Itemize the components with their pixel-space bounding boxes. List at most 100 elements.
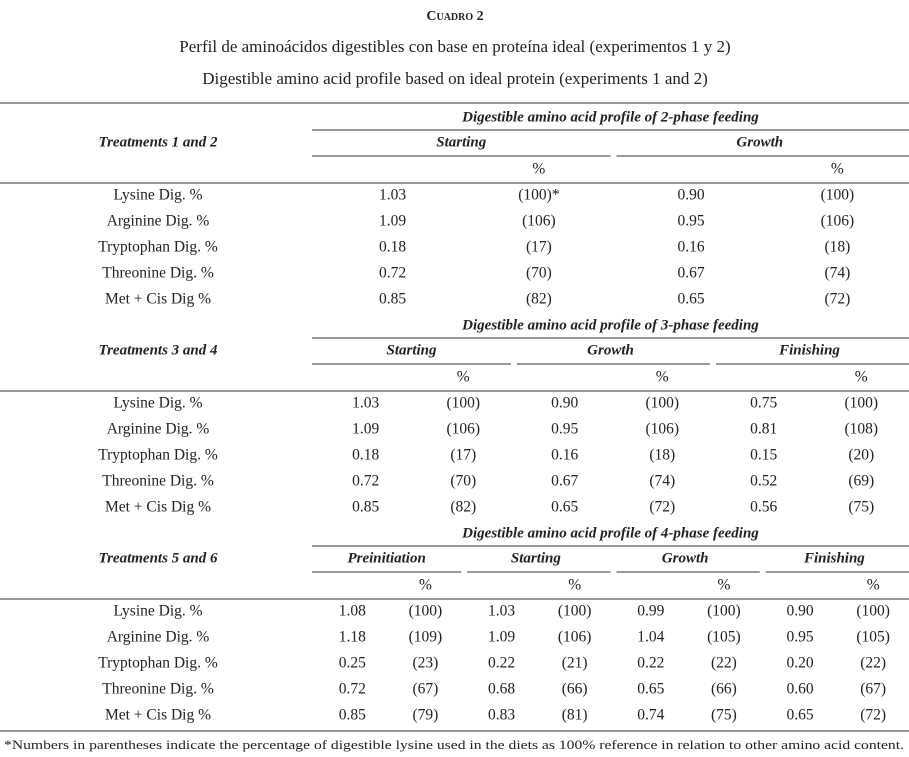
cell: (67) [413, 681, 439, 698]
cell: 0.90 [551, 395, 578, 412]
treatments-label: Treatments 5 and 6 [98, 550, 218, 566]
cell: 0.74 [637, 707, 664, 724]
cell: 1.03 [488, 603, 515, 620]
cell: (100) [446, 395, 480, 412]
cell: (100) [558, 603, 592, 620]
cell: (106) [558, 629, 592, 646]
section-heading: Digestible amino acid profile of 4-phase… [461, 525, 759, 541]
row-label: Tryptophan Dig. % [98, 655, 218, 672]
row-label: Lysine Dig. % [113, 395, 202, 412]
cell: 0.16 [678, 239, 705, 256]
phase-name: Starting [436, 134, 487, 150]
cell: (100) [821, 187, 855, 204]
row-label: Met + Cis Dig % [105, 707, 211, 724]
cell: 1.09 [379, 213, 406, 230]
cell: 0.90 [786, 603, 813, 620]
cell: (18) [824, 239, 850, 256]
row-label: Lysine Dig. % [113, 187, 202, 204]
section-heading: Digestible amino acid profile of 2-phase… [461, 109, 759, 125]
cell: 0.95 [551, 421, 578, 438]
cell: 0.20 [786, 655, 813, 672]
row-label: Tryptophan Dig. % [98, 239, 218, 256]
phase-name: Growth [587, 342, 634, 358]
cell: 0.65 [678, 291, 705, 308]
unit-label: % [656, 369, 669, 386]
cell: (70) [450, 473, 476, 490]
section-heading: Digestible amino acid profile of 3-phase… [461, 317, 759, 333]
cell: (108) [844, 421, 878, 438]
cell: (20) [848, 447, 874, 464]
row-label: Met + Cis Dig % [105, 291, 211, 308]
cell: (23) [413, 655, 439, 672]
cell: 0.65 [637, 681, 664, 698]
cell: (100) [645, 395, 679, 412]
cell: (72) [860, 707, 886, 724]
unit-label: % [855, 369, 868, 386]
cell: 0.52 [750, 473, 777, 490]
cell: 0.56 [750, 499, 777, 516]
cell: (100) [707, 603, 741, 620]
cell: 0.85 [379, 291, 406, 308]
cell: (82) [450, 499, 476, 516]
cell: 0.60 [786, 681, 813, 698]
cell: 0.18 [379, 239, 406, 256]
cell: (69) [848, 473, 874, 490]
cell: (72) [649, 499, 675, 516]
row-label: Threonine Dig. % [102, 681, 214, 698]
phase-name: Growth [662, 550, 709, 566]
cell: (105) [856, 629, 890, 646]
cell: 0.83 [488, 707, 515, 724]
row-label: Threonine Dig. % [102, 265, 214, 282]
cell: 0.75 [750, 395, 777, 412]
cell: 1.18 [339, 629, 366, 646]
cell: 0.68 [488, 681, 515, 698]
cell: (18) [649, 447, 675, 464]
cell: 0.95 [678, 213, 705, 230]
row-label: Arginine Dig. % [107, 421, 210, 438]
cell: 0.99 [637, 603, 664, 620]
cell: (105) [707, 629, 741, 646]
cell: (106) [522, 213, 556, 230]
cell: (100) [856, 603, 890, 620]
cell: 0.85 [339, 707, 366, 724]
cell: 1.04 [637, 629, 664, 646]
unit-label: % [831, 161, 844, 178]
unit-label: % [457, 369, 470, 386]
cell: (67) [860, 681, 886, 698]
cell: (74) [649, 473, 675, 490]
cell: 0.65 [786, 707, 813, 724]
cell: 0.72 [339, 681, 366, 698]
cell: 0.85 [352, 499, 379, 516]
phase-name: Finishing [778, 342, 840, 358]
cell: 1.09 [352, 421, 379, 438]
cell: 0.72 [352, 473, 379, 490]
cell: (109) [409, 629, 443, 646]
cell: 0.67 [678, 265, 705, 282]
phase-name: Finishing [803, 550, 865, 566]
title-es: Perfil de aminoácidos digestibles con ba… [179, 37, 730, 56]
cell: (75) [848, 499, 874, 516]
cell: (72) [824, 291, 850, 308]
cell: (79) [413, 707, 439, 724]
cell: (22) [860, 655, 886, 672]
cell: (100)* [518, 187, 560, 204]
phase-name: Starting [386, 342, 437, 358]
cell: 0.65 [551, 499, 578, 516]
phase-name: Preinitiation [347, 550, 425, 566]
cell: (22) [711, 655, 737, 672]
cell: 0.16 [551, 447, 578, 464]
cell: (74) [824, 265, 850, 282]
cell: 1.09 [488, 629, 515, 646]
title-en: Digestible amino acid profile based on i… [202, 69, 708, 88]
cell: 1.03 [379, 187, 406, 204]
cell: (21) [562, 655, 588, 672]
cell: (100) [409, 603, 443, 620]
cell: 0.90 [678, 187, 705, 204]
cell: 0.72 [379, 265, 406, 282]
unit-label: % [867, 577, 880, 594]
cell: (17) [526, 239, 552, 256]
cell: (17) [450, 447, 476, 464]
row-label: Met + Cis Dig % [105, 499, 211, 516]
cell: (106) [821, 213, 855, 230]
